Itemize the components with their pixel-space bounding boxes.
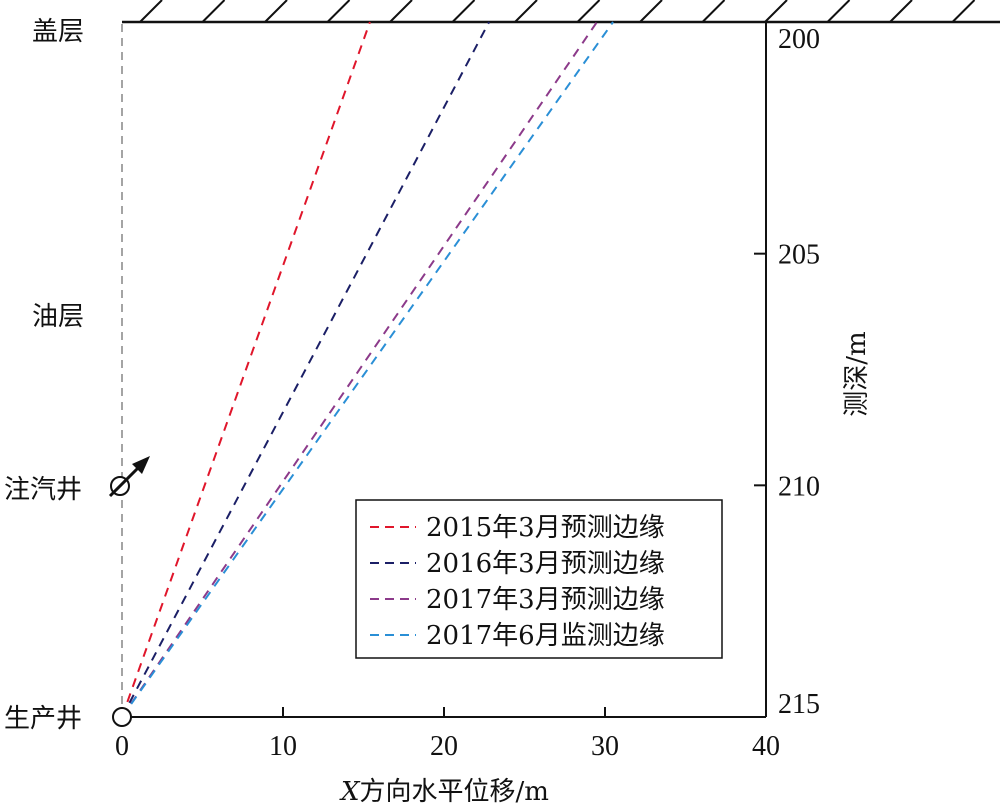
y-tick-label: 200 (778, 24, 820, 55)
oil-layer-label: 油层 (32, 302, 84, 332)
x-ticks: 0 10 20 30 40 (115, 707, 780, 762)
legend-label: 2017年6月监测边缘 (426, 621, 665, 651)
y-tick-label: 215 (778, 689, 820, 720)
production-well-label: 生产井 (4, 704, 82, 734)
cap-layer-hatch (122, 0, 1000, 24)
series-line-2 (121, 21, 490, 718)
hatch-mark (514, 0, 538, 23)
x-tick-label: 40 (752, 731, 780, 762)
y-tick-label: 210 (778, 471, 820, 502)
hatch-mark (389, 0, 413, 23)
hatch-mark (264, 0, 288, 23)
hatch-mark (139, 0, 163, 23)
injection-well-label: 注汽井 (4, 475, 82, 505)
y-ticks: 200 205 210 215 (754, 21, 820, 720)
hatch-mark (326, 0, 351, 23)
legend: 2015年3月预测边缘 2016年3月预测边缘 2017年3月预测边缘 2017年6月… (355, 499, 723, 659)
series-group (121, 21, 614, 718)
legend-box (355, 499, 723, 659)
x-tick-label: 30 (591, 731, 619, 762)
hatch-mark (951, 0, 976, 23)
hatch-mark (826, 0, 851, 23)
x-axis-title: X方向水平位移/m (339, 777, 549, 807)
hatch-mark (639, 0, 663, 23)
legend-label: 2016年3月预测边缘 (426, 549, 665, 579)
series-line-3 (121, 21, 598, 718)
y-tick-label: 205 (778, 240, 820, 271)
series-line-4 (121, 21, 614, 718)
hatch-mark (576, 0, 601, 23)
production-well-icon (112, 707, 132, 727)
series-line-1 (121, 21, 371, 718)
hatch-mark (764, 0, 788, 23)
y-axis-title: 测深/m (842, 331, 872, 416)
legend-label: 2015年3月预测边缘 (426, 513, 665, 543)
cap-layer-label: 盖层 (32, 17, 84, 47)
hatch-mark (451, 0, 476, 23)
hatch-mark (889, 0, 913, 23)
x-tick-label: 20 (430, 731, 458, 762)
x-tick-label: 10 (269, 731, 297, 762)
legend-label: 2017年3月预测边缘 (426, 585, 665, 615)
hatch-mark (701, 0, 726, 23)
x-tick-label: 0 (115, 731, 129, 762)
injection-well-icon (108, 456, 150, 498)
hatch-mark (201, 0, 226, 23)
